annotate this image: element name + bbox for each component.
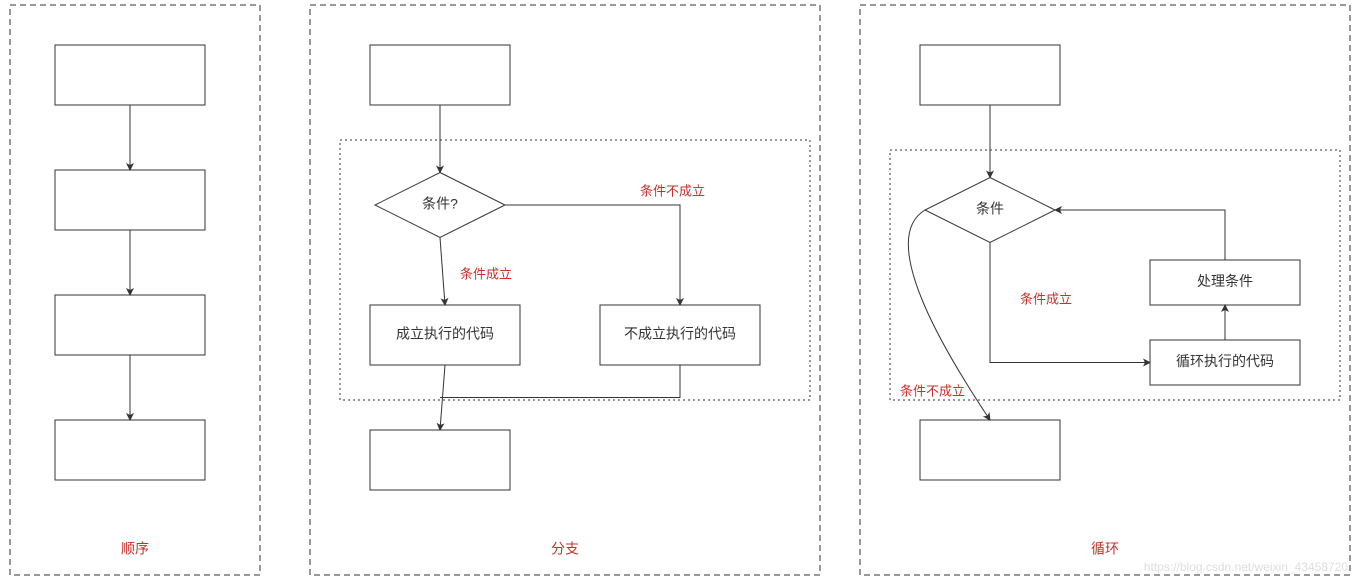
label-false: 条件不成立: [900, 383, 965, 398]
watermark: https://blog.csdn.net/weixin_43458720: [1144, 560, 1348, 574]
label-true: 条件成立: [1020, 291, 1072, 306]
panel-title-loop: 循环: [1091, 541, 1119, 557]
node-label: 处理条件: [1197, 273, 1253, 289]
panel-title-branch: 分支: [551, 541, 579, 557]
label: 条件?: [422, 196, 458, 212]
panel-title-sequence: 顺序: [121, 541, 149, 557]
flowchart-diagram: 顺序条件?成立执行的代码不成立执行的代码条件成立条件不成立分支条件处理条件循环执…: [0, 0, 1358, 580]
label-false: 条件不成立: [640, 183, 705, 198]
label: 条件: [976, 201, 1004, 217]
node-label: 不成立执行的代码: [624, 326, 736, 342]
node-label: 循环执行的代码: [1176, 353, 1274, 369]
label-true: 条件成立: [460, 266, 512, 281]
node-label: 成立执行的代码: [396, 326, 494, 342]
